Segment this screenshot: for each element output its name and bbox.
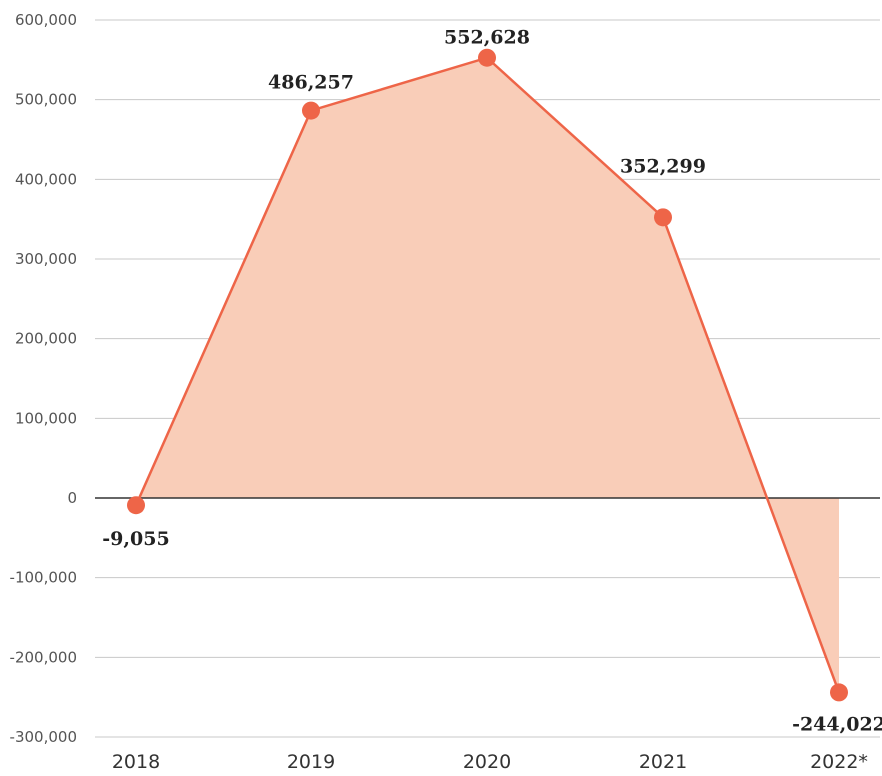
data-label: -9,055 [102,528,169,550]
y-tick-label: -100,000 [10,569,77,587]
y-tick-label: 600,000 [15,11,77,29]
data-point [127,496,145,515]
area-fill [136,57,839,693]
data-points [127,48,848,702]
x-axis-tick-labels: 2018 2019 2020 2021 2022* [112,751,868,773]
data-label: 552,628 [444,27,530,49]
x-tick-label: 2021 [639,751,687,773]
data-point [830,683,848,702]
x-tick-label: 2020 [463,751,511,773]
y-tick-label: 0 [67,489,77,507]
y-tick-label: 100,000 [15,409,77,427]
data-labels: -9,055 486,257 552,628 352,299 -244,022 [102,27,882,736]
y-tick-label: 200,000 [15,330,77,348]
y-tick-label: 400,000 [15,170,77,188]
x-tick-label: 2019 [287,751,335,773]
y-tick-label: 300,000 [15,250,77,268]
y-tick-label: -300,000 [10,728,77,746]
x-tick-label: 2018 [112,751,160,773]
data-label: -244,022 [792,713,882,735]
data-label: 352,299 [620,155,706,177]
area-shape [136,57,839,693]
data-point [654,208,672,227]
y-axis-tick-labels: 600,000 500,000 400,000 300,000 200,000 100,0… [10,11,77,746]
data-point [302,101,320,120]
data-label: 486,257 [268,72,354,94]
data-point [478,48,496,67]
y-tick-label: 500,000 [15,91,77,109]
y-tick-label: -200,000 [10,648,77,666]
x-tick-label: 2022* [810,751,868,773]
